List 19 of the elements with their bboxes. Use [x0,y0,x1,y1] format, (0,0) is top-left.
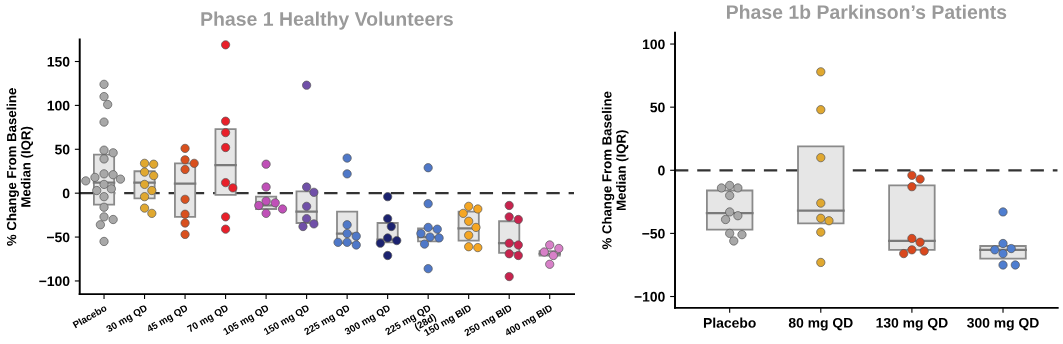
y-tick-label: 100 [47,100,70,111]
y-tick-label: 50 [54,144,70,155]
y-axis-title: % Change From Baseline Median (IQR) [6,88,34,246]
y-tick-label: −100 [39,276,70,287]
y-tick-label: 0 [62,188,70,199]
y-tick-label: 50 [650,102,665,113]
y-axis-title: % Change From Baseline Median (IQR) [601,91,629,250]
y-tick-label: −50 [47,232,70,243]
y-tick-label: 150 [47,56,70,67]
x-tick-label: 80 mg QD [788,317,853,331]
x-tick-label: 300 mg QD [967,317,1039,331]
x-tick-label: 130 mg QD [876,317,948,331]
x-tick-label: Placebo [703,317,756,328]
y-tick-label: −100 [634,291,665,302]
chart-title: Phase 1b Parkinson’s Patients [726,4,1007,19]
y-tick-label: 100 [642,39,665,50]
y-tick-label: 0 [658,165,665,176]
y-tick-label: −50 [642,228,665,239]
chart-title: Phase 1 Healthy Volunteers [201,11,453,30]
